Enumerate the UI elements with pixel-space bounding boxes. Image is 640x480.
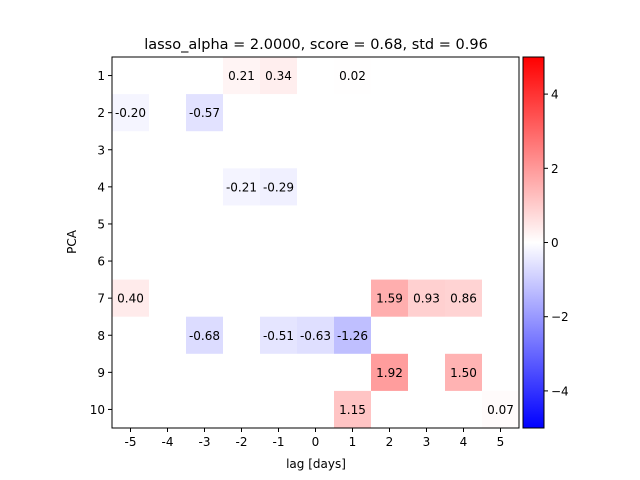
x-tick-label: -2	[236, 435, 248, 449]
y-tick-label: 7	[97, 292, 105, 306]
heatmap-cell-label: -0.63	[300, 329, 331, 343]
heatmap-cell	[260, 168, 297, 206]
chart-title: lasso_alpha = 2.0000, score = 0.68, std …	[144, 37, 488, 53]
heatmap-cell	[371, 279, 408, 317]
x-tick-label: -1	[273, 435, 285, 449]
heatmap-cell	[445, 353, 482, 391]
heatmap-cell-labels: 0.21 0.34 0.02 -0.20 -0.57 -0.21 -0.29 0.40 1.59…	[115, 69, 514, 417]
y-tick-label: 8	[97, 329, 105, 343]
x-axis-ticks: -5 -4 -3 -2 -1 0 1 2 3 4 5	[125, 428, 505, 449]
x-tick-label: -3	[199, 435, 211, 449]
heatmap-cell-label: 0.34	[265, 69, 292, 83]
heatmap-cell-label: 0.02	[339, 69, 366, 83]
x-tick-label: 1	[349, 435, 357, 449]
heatmap-cell	[445, 279, 482, 317]
heatmap-cell-label: -0.29	[263, 180, 294, 194]
heatmap-cell-label: 0.07	[487, 403, 514, 417]
heatmap-cell	[223, 168, 260, 206]
x-tick-label: -4	[162, 435, 174, 449]
colorbar-tick-label: 2	[551, 162, 559, 176]
x-axis-label: lag [days]	[286, 457, 346, 471]
x-tick-label: 0	[312, 435, 320, 449]
heatmap-cell-label: 1.92	[376, 366, 403, 380]
heatmap-cell-label: -0.20	[115, 106, 146, 120]
heatmap-cell	[334, 316, 371, 354]
colorbar-gradient	[523, 57, 544, 428]
heatmap-cell-label: 1.15	[339, 403, 366, 417]
heatmap-cell-label: 0.40	[117, 292, 144, 306]
x-tick-label: 4	[460, 435, 468, 449]
colorbar-ticks: 4 2 0 −2 −4	[544, 88, 569, 398]
x-tick-label: 3	[423, 435, 431, 449]
heatmap-cell-label: 0.21	[228, 69, 255, 83]
y-tick-label: 5	[97, 217, 105, 231]
y-tick-label: 2	[97, 106, 105, 120]
y-tick-label: 4	[97, 180, 105, 194]
y-tick-label: 1	[97, 69, 105, 83]
colorbar-tick-label: −4	[551, 384, 569, 398]
y-tick-label: 6	[97, 255, 105, 269]
x-tick-label: 5	[497, 435, 505, 449]
colorbar-tick-label: −2	[551, 310, 569, 324]
heatmap-cell	[260, 316, 297, 354]
heatmap-cell	[112, 279, 149, 317]
heatmap-cell	[334, 57, 371, 95]
y-tick-label: 9	[97, 366, 105, 380]
heatmap-cell	[112, 94, 149, 132]
heatmap-cell-label: 1.59	[376, 292, 403, 306]
heatmap-cell-label: 0.86	[450, 292, 477, 306]
colorbar: 4 2 0 −2 −4	[522, 56, 569, 429]
heatmap-cell	[371, 353, 408, 391]
y-axis-label: PCA	[65, 229, 79, 254]
heatmap-cell-label: -0.68	[189, 329, 220, 343]
heatmap-cell	[186, 316, 223, 354]
heatmap-cell	[223, 57, 260, 95]
y-axis-ticks: 1 2 3 4 5 6 7 8 9 10	[90, 69, 112, 417]
heatmap-cell	[408, 279, 445, 317]
colorbar-tick-label: 0	[551, 236, 559, 250]
plot-area: 0.21 0.34 0.02 -0.20 -0.57 -0.21 -0.29 0.40 1.59…	[111, 56, 520, 429]
heatmap-cell	[297, 316, 334, 354]
y-tick-label: 10	[90, 403, 105, 417]
x-tick-label: -5	[125, 435, 137, 449]
heatmap-cell-label: -0.21	[226, 180, 257, 194]
colorbar-tick-label: 4	[551, 88, 559, 102]
heatmap-cell-label: 0.93	[413, 292, 440, 306]
heatmap-cell	[260, 57, 297, 95]
heatmap-cell-label: -1.26	[337, 329, 368, 343]
heatmap-cell-label: -0.51	[263, 329, 294, 343]
x-tick-label: 2	[386, 435, 394, 449]
heatmap-cell-label: -0.57	[189, 106, 220, 120]
y-tick-label: 3	[97, 143, 105, 157]
heatmap-cell-label: 1.50	[450, 366, 477, 380]
heatmap-cell	[334, 390, 371, 428]
heatmap-cell	[186, 94, 223, 132]
heatmap-cell	[482, 390, 519, 428]
heatmap-cells	[112, 57, 519, 428]
